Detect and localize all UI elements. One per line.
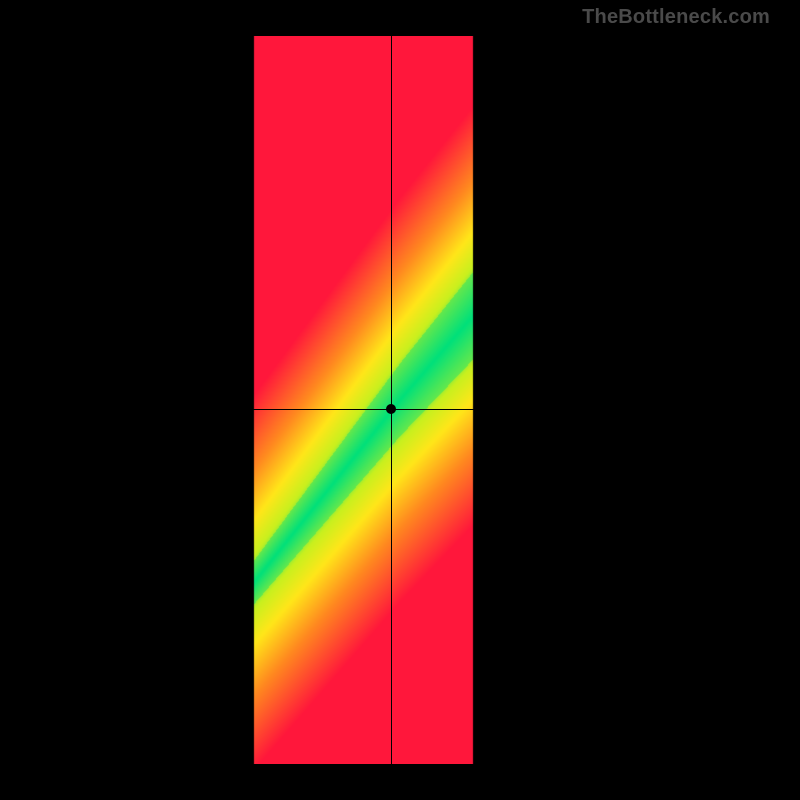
crosshair-horizontal [36,409,764,410]
crosshair-vertical [391,36,392,764]
marker-dot [386,404,396,414]
heatmap-canvas [36,36,764,764]
heatmap-plot [36,36,764,764]
watermark: TheBottleneck.com [582,6,770,29]
